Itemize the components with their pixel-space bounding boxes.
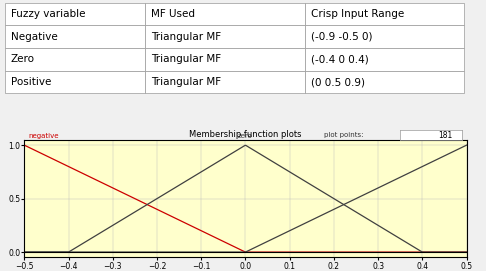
Text: Zero: Zero <box>11 54 35 64</box>
Text: plot points:: plot points: <box>324 132 364 138</box>
Bar <box>305 71 465 93</box>
Bar <box>5 25 145 48</box>
Text: Crisp Input Range: Crisp Input Range <box>311 9 404 19</box>
Bar <box>5 71 145 93</box>
Bar <box>305 25 465 48</box>
Text: Triangular MF: Triangular MF <box>151 54 221 64</box>
Text: Fuzzy variable: Fuzzy variable <box>11 9 85 19</box>
Text: Negative: Negative <box>11 32 57 42</box>
Bar <box>145 25 305 48</box>
Title: Membership function plots: Membership function plots <box>189 130 302 139</box>
Text: negative: negative <box>29 133 59 139</box>
Bar <box>305 48 465 71</box>
Bar <box>145 48 305 71</box>
Text: Triangular MF: Triangular MF <box>151 32 221 42</box>
Text: (-0.9 -0.5 0): (-0.9 -0.5 0) <box>311 32 372 42</box>
Bar <box>5 3 145 25</box>
Text: MF Used: MF Used <box>151 9 195 19</box>
Bar <box>145 3 305 25</box>
Text: (-0.4 0 0.4): (-0.4 0 0.4) <box>311 54 368 64</box>
Bar <box>305 3 465 25</box>
Text: Triangular MF: Triangular MF <box>151 77 221 87</box>
Bar <box>145 71 305 93</box>
Text: positive: positive <box>435 133 462 139</box>
Text: Positive: Positive <box>11 77 51 87</box>
Text: zero: zero <box>238 133 253 139</box>
Text: 181: 181 <box>438 131 453 140</box>
Text: (0 0.5 0.9): (0 0.5 0.9) <box>311 77 364 87</box>
Bar <box>5 48 145 71</box>
